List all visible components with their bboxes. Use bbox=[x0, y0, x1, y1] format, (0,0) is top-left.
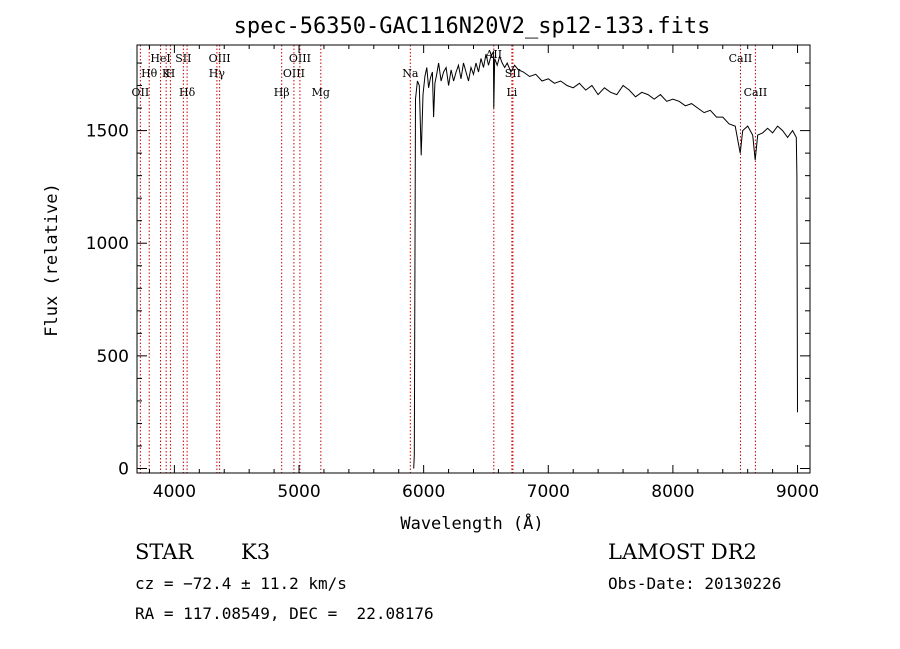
line-marker-label: Hθ bbox=[141, 67, 158, 80]
line-marker-label: HeI bbox=[150, 52, 170, 65]
line-marker-label: OIII bbox=[289, 52, 311, 65]
spectrum-line bbox=[413, 49, 798, 469]
line-marker-label: CaII bbox=[744, 86, 768, 99]
axis-ticks: 4000 5000 6000 7000 8000 9000 0 500 1000 1500 bbox=[86, 45, 819, 502]
line-marker-label: Hδ bbox=[179, 86, 196, 99]
line-marker-label: OIII bbox=[283, 67, 305, 80]
object-class: STAR bbox=[135, 540, 194, 564]
y-tick-label: 500 bbox=[97, 347, 129, 367]
x-tick-label: 5000 bbox=[277, 482, 320, 502]
x-tick-label: 7000 bbox=[527, 482, 570, 502]
line-marker-label: H bbox=[166, 67, 176, 80]
line-marker-label: OII bbox=[132, 86, 150, 99]
coordinates: RA = 117.08549, DEC = 22.08176 bbox=[135, 604, 434, 623]
line-marker-label: Na bbox=[402, 67, 419, 80]
plot-frame bbox=[136, 44, 811, 474]
x-tick-label: 4000 bbox=[153, 482, 196, 502]
survey-name: LAMOST DR2 bbox=[608, 540, 757, 564]
line-marker-label: Hβ bbox=[274, 86, 290, 99]
y-tick-label: 1500 bbox=[86, 122, 129, 142]
obs-date: Obs-Date: 20130226 bbox=[608, 574, 782, 593]
x-tick-label: 9000 bbox=[776, 482, 819, 502]
x-tick-label: 8000 bbox=[651, 482, 694, 502]
x-tick-label: 6000 bbox=[402, 482, 445, 502]
line-marker-label: Li bbox=[506, 86, 517, 99]
spectral-subclass: K3 bbox=[241, 540, 271, 564]
line-marker-label: Hγ bbox=[209, 67, 226, 80]
line-marker-label: K bbox=[162, 67, 171, 80]
line-marker-label: SII bbox=[175, 52, 191, 65]
redshift-text: cz = −72.4 ± 11.2 km/s bbox=[135, 574, 347, 593]
y-tick-label: 0 bbox=[118, 459, 129, 479]
line-marker-label: CaII bbox=[729, 52, 753, 65]
line-marker-label: Mg bbox=[312, 86, 330, 99]
emission-line-markers: OIIHθHeIKHSIIHδOIIIHγHβOIIIOIIIMgNaAIISI… bbox=[132, 45, 768, 473]
y-axis-label: Flux (relative) bbox=[42, 183, 62, 337]
spectrum-series bbox=[413, 49, 798, 469]
chart-title: spec-56350-GAC116N20V2_sp12-133.fits bbox=[234, 14, 711, 39]
x-axis-label: Wavelength (Å) bbox=[400, 512, 543, 534]
line-marker-label: OIII bbox=[209, 52, 231, 65]
y-tick-label: 1000 bbox=[86, 234, 129, 254]
line-marker-label: SII bbox=[505, 67, 521, 80]
